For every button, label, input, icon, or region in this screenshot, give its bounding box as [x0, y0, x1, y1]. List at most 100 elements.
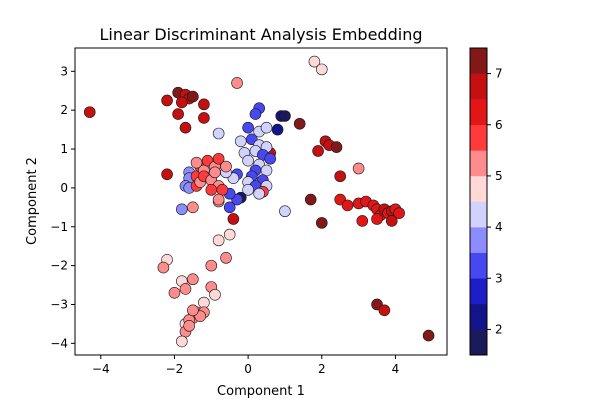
scatter-point — [334, 170, 346, 183]
colorbar-tick-label: 5 — [495, 169, 503, 183]
scatter-point — [264, 152, 277, 165]
y-tick-label: −1 — [50, 220, 68, 234]
scatter-point — [209, 166, 221, 179]
scatter-point — [205, 184, 218, 196]
scatter-point — [83, 106, 96, 118]
y-tick-label: 3 — [60, 64, 68, 78]
scatter-point — [260, 164, 273, 177]
scatter-point — [168, 287, 181, 299]
x-tick-label: −4 — [92, 362, 110, 376]
scatter-point — [315, 217, 328, 229]
scatter-point — [231, 77, 243, 89]
colorbar-segment — [470, 99, 487, 126]
scatter-point — [161, 94, 173, 107]
scatter-point — [249, 108, 262, 120]
colorbar-segment — [470, 175, 487, 202]
scatter-point — [183, 320, 195, 332]
scatter-point — [242, 121, 254, 134]
scatter-point — [161, 168, 173, 181]
scatter-point — [223, 228, 236, 241]
plot-frame — [74, 47, 448, 356]
colorbar-segment — [470, 201, 487, 228]
scatter-point — [220, 252, 232, 264]
scatter-point — [242, 154, 254, 167]
scatter-point — [422, 329, 435, 342]
scatter-point — [385, 215, 398, 227]
scatter-point — [242, 184, 254, 196]
scatter-point — [330, 141, 343, 153]
y-tick-label: −3 — [50, 297, 68, 311]
x-tick-label: 2 — [318, 362, 326, 376]
scatter-point — [216, 184, 229, 196]
scatter-point — [223, 201, 236, 214]
colorbar-segment — [470, 73, 487, 100]
scatter-point — [260, 121, 273, 134]
scatter-point — [212, 193, 225, 206]
scatter-point — [198, 112, 210, 124]
scatter-point — [293, 117, 306, 130]
colorbar: 2 3 4 5 6 7 — [469, 47, 503, 356]
scatter-point — [279, 110, 291, 122]
scatter-point — [352, 162, 365, 175]
colorbar-tick-label: 3 — [495, 271, 503, 285]
colorbar-segment — [470, 252, 487, 279]
scatter-point — [393, 207, 405, 219]
x-axis: −4 −2 0 2 4 — [92, 355, 399, 376]
scatter-point — [378, 304, 391, 317]
scatter-point — [187, 201, 199, 214]
colorbar-frame — [469, 47, 488, 356]
scatter-point — [312, 145, 324, 157]
scatter-point — [234, 135, 247, 148]
scatter-point — [308, 55, 321, 68]
scatter-point — [220, 160, 232, 173]
colorbar-segment — [470, 278, 487, 305]
scatter-point — [279, 205, 291, 218]
y-tick-label: 0 — [60, 181, 68, 195]
y-tick-label: −4 — [50, 336, 68, 350]
colorbar-tick-label: 2 — [495, 322, 503, 336]
scatter-point — [205, 259, 218, 272]
scatter-points — [83, 55, 435, 348]
scatter-point — [198, 98, 210, 111]
scatter-point — [212, 234, 225, 247]
colorbar-segment — [470, 48, 487, 74]
scatter-point — [212, 152, 225, 165]
x-tick-label: −2 — [166, 362, 184, 376]
scatter-point — [315, 63, 328, 76]
scatter-point — [227, 213, 240, 225]
x-tick-label: 0 — [244, 362, 252, 376]
scatter-point — [176, 203, 188, 216]
colorbar-segment — [470, 227, 487, 253]
colorbar-segment — [470, 150, 487, 177]
scatter-point — [341, 199, 354, 212]
scatter-point — [212, 127, 225, 140]
y-tick-label: 2 — [60, 103, 68, 117]
y-axis: −4 −3 −2 −1 0 1 2 3 — [50, 64, 75, 350]
scatter-point — [179, 121, 192, 134]
chart-title: Linear Discriminant Analysis Embedding — [100, 25, 423, 44]
x-tick-label: 4 — [392, 362, 400, 376]
scatter-point — [179, 283, 192, 295]
scatter-point — [253, 187, 265, 200]
scatter-point — [356, 215, 369, 227]
scatter-point — [271, 123, 284, 136]
y-tick-label: −2 — [50, 259, 68, 273]
scatter-point — [304, 193, 317, 206]
colorbar-tick-label: 6 — [495, 118, 503, 132]
colorbar-segment — [470, 124, 487, 151]
scatter-point — [190, 156, 203, 169]
scatter-point — [187, 273, 199, 286]
x-axis-label: Component 1 — [217, 384, 305, 399]
scatter-point — [172, 108, 184, 120]
scatter-point — [176, 96, 188, 109]
scatter-point — [209, 288, 221, 301]
colorbar-tick-label: 7 — [495, 67, 503, 81]
y-axis-label: Component 2 — [25, 157, 40, 245]
colorbar-segment — [470, 329, 487, 356]
y-tick-label: 1 — [60, 142, 68, 156]
scatter-point — [198, 296, 210, 309]
scatter-point — [371, 213, 383, 225]
scatter-point — [157, 261, 170, 274]
scatter-point — [187, 90, 199, 103]
